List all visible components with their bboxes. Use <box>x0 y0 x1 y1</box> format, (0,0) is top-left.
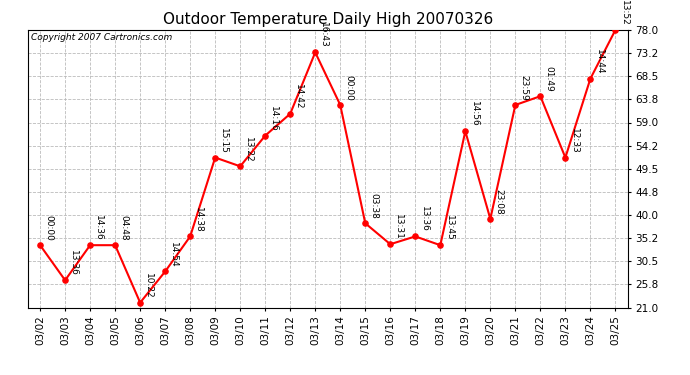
Text: 14:16: 14:16 <box>269 106 278 132</box>
Point <box>235 164 246 170</box>
Point <box>135 300 146 306</box>
Point <box>610 27 621 33</box>
Text: 13:36: 13:36 <box>69 250 78 276</box>
Text: 14:54: 14:54 <box>169 242 178 267</box>
Text: 13:45: 13:45 <box>444 215 453 241</box>
Point <box>285 111 296 117</box>
Text: 15:15: 15:15 <box>219 128 228 153</box>
Text: 13:22: 13:22 <box>244 136 253 162</box>
Text: 04:48: 04:48 <box>119 215 128 241</box>
Text: 14:36: 14:36 <box>95 215 103 241</box>
Text: 23:08: 23:08 <box>495 189 504 215</box>
Point <box>85 242 96 248</box>
Point <box>259 133 270 139</box>
Text: 13:31: 13:31 <box>395 214 404 240</box>
Text: 14:56: 14:56 <box>469 101 478 127</box>
Point <box>585 76 596 82</box>
Text: 03:38: 03:38 <box>369 193 378 219</box>
Text: 01:49: 01:49 <box>544 66 553 92</box>
Point <box>335 102 346 108</box>
Point <box>485 216 496 222</box>
Point <box>535 93 546 99</box>
Point <box>34 242 46 248</box>
Point <box>460 128 471 134</box>
Point <box>59 277 70 283</box>
Point <box>185 233 196 239</box>
Text: 00:00: 00:00 <box>44 215 53 241</box>
Point <box>210 154 221 160</box>
Text: 23:59: 23:59 <box>520 75 529 101</box>
Text: 00:00: 00:00 <box>344 75 353 101</box>
Point <box>560 154 571 160</box>
Text: 14:44: 14:44 <box>595 49 604 75</box>
Title: Outdoor Temperature Daily High 20070326: Outdoor Temperature Daily High 20070326 <box>163 12 493 27</box>
Point <box>435 242 446 248</box>
Point <box>410 233 421 239</box>
Text: 14:38: 14:38 <box>195 207 204 232</box>
Point <box>310 50 321 55</box>
Text: Copyright 2007 Cartronics.com: Copyright 2007 Cartronics.com <box>30 33 172 42</box>
Point <box>159 268 170 274</box>
Text: 13:36: 13:36 <box>420 206 428 232</box>
Text: 14:42: 14:42 <box>295 84 304 110</box>
Point <box>110 242 121 248</box>
Point <box>359 220 371 226</box>
Point <box>385 241 396 247</box>
Text: 12:33: 12:33 <box>569 128 578 153</box>
Text: 16:43: 16:43 <box>319 22 328 48</box>
Text: 10:22: 10:22 <box>144 273 153 298</box>
Text: 13:52: 13:52 <box>620 0 629 26</box>
Point <box>510 102 521 108</box>
